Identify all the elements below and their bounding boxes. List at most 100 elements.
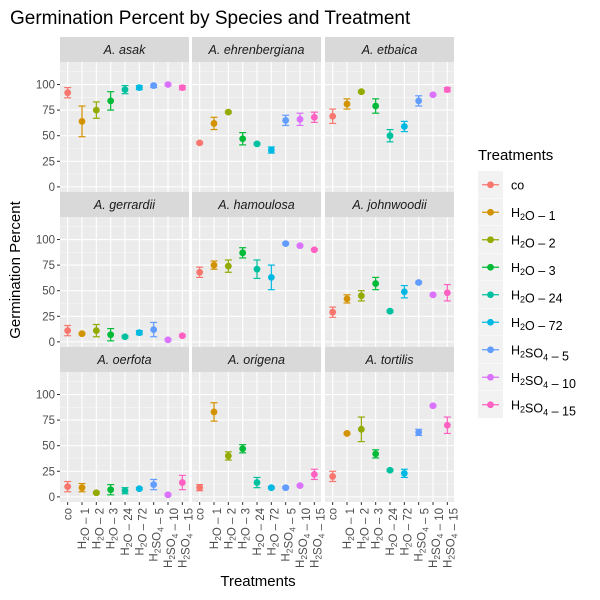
legend-label: H2O – 24	[511, 288, 563, 305]
x-tick-label: H2O – 1	[209, 508, 224, 549]
data-point	[343, 295, 351, 303]
data-point	[343, 430, 351, 437]
data-point	[372, 450, 380, 458]
data-point	[400, 469, 408, 477]
facet-strip	[60, 192, 189, 217]
facet-panel: A. hamoulosa	[192, 192, 321, 347]
legend-label: H2SO4 – 5	[511, 343, 569, 363]
y-tick-label: 75	[42, 415, 55, 427]
y-tick-label: 50	[42, 441, 55, 453]
data-point	[78, 117, 86, 125]
x-tick-label: H2O – 72	[266, 508, 281, 556]
facet-panel: A. johnwoodii	[325, 192, 454, 347]
facet-title: A. gerrardii	[93, 198, 156, 212]
data-point	[267, 484, 275, 492]
data-point	[357, 425, 365, 433]
data-point	[196, 484, 204, 492]
x-tick-label: co	[195, 508, 207, 520]
legend-item: H2O – 24	[478, 281, 563, 308]
data-point	[196, 139, 204, 147]
data-point	[239, 445, 247, 453]
legend-label: H2O – 3	[511, 261, 556, 278]
facet-strip	[192, 192, 321, 217]
facet-panel: A. gerrardii 0 25 50 75 100	[36, 192, 189, 349]
y-tick-label: 50	[42, 286, 55, 298]
data-point	[121, 86, 129, 94]
facet-title: A. oerfota	[96, 353, 151, 367]
x-tick-label: H2O – 2	[91, 508, 106, 549]
legend-item: H2SO4 – 5	[478, 336, 569, 363]
data-point	[164, 491, 172, 499]
facet-title: A. origena	[227, 353, 285, 367]
legend-item: H2O – 72	[478, 308, 563, 336]
data-point	[135, 84, 143, 91]
facet-strip	[60, 37, 189, 62]
x-tick-label: H2O – 24	[252, 507, 267, 555]
y-tick-label: 100	[36, 80, 55, 92]
x-tick-label: H2SO4 – 10	[295, 508, 313, 568]
data-point	[429, 402, 437, 410]
data-point	[443, 289, 451, 297]
data-point	[329, 112, 337, 120]
facet-title: A. hamoulosa	[217, 198, 294, 212]
data-point	[253, 479, 261, 486]
data-point	[64, 483, 72, 491]
data-point	[267, 146, 275, 154]
legend-item: H2SO4 – 10	[478, 363, 576, 391]
data-point	[329, 308, 337, 316]
data-point	[150, 326, 158, 333]
y-axis-title: Germination Percent	[7, 200, 24, 338]
data-point	[150, 481, 158, 488]
x-axis-title: Treatments	[220, 573, 295, 590]
data-point	[121, 487, 129, 495]
data-point	[107, 97, 115, 105]
data-point	[92, 327, 100, 335]
legend-title: Treatments	[478, 147, 553, 164]
y-tick-label: 100	[36, 390, 55, 402]
data-point	[239, 249, 247, 257]
data-point	[178, 84, 186, 91]
data-point	[135, 329, 143, 337]
facet-title: A. ehrenbergiana	[208, 43, 305, 57]
data-point	[210, 120, 218, 127]
data-point	[400, 123, 408, 130]
x-tick-label: H2O – 24	[120, 507, 135, 555]
y-tick-label: 25	[42, 466, 55, 478]
x-tick-label: co	[328, 508, 340, 520]
x-tick-label: H2O – 2	[356, 508, 371, 549]
y-tick-label: 50	[42, 131, 55, 143]
facet-panel: A. asak 0 25 50 75 100	[36, 37, 189, 194]
x-tick-label: H2O – 72	[399, 508, 414, 556]
legend-key-point	[487, 346, 494, 354]
data-point	[196, 268, 204, 276]
x-tick-label: H2O – 3	[238, 508, 253, 549]
data-point	[64, 89, 72, 97]
facet-title: A. etbaica	[361, 43, 418, 57]
data-point	[178, 332, 186, 340]
facet-title: A. johnwoodii	[351, 198, 428, 212]
legend-item: H2SO4 – 15	[478, 391, 576, 418]
data-point	[224, 452, 232, 460]
facet-strip	[192, 37, 321, 62]
y-tick-label: 100	[36, 235, 55, 247]
data-point	[400, 288, 408, 296]
data-point	[107, 331, 115, 339]
legend-label: H2O – 1	[511, 206, 556, 223]
legend-key-point	[487, 263, 494, 271]
data-point	[310, 246, 318, 254]
x-tick-label: H2SO4 – 10	[428, 508, 446, 568]
legend-key-point	[487, 208, 494, 216]
y-tick-label: 75	[42, 260, 55, 272]
data-point	[443, 421, 451, 429]
x-tick-label: H2SO4 – 15	[177, 508, 195, 568]
data-point	[121, 333, 129, 341]
x-tick-label: H2SO4 – 5	[281, 508, 299, 562]
data-point	[210, 261, 218, 269]
data-point	[107, 486, 115, 494]
data-point	[386, 307, 394, 315]
data-point	[164, 81, 172, 88]
data-point	[386, 466, 394, 474]
x-tick-label: H2O – 72	[134, 508, 149, 556]
x-tick-label: H2O – 1	[342, 508, 357, 549]
